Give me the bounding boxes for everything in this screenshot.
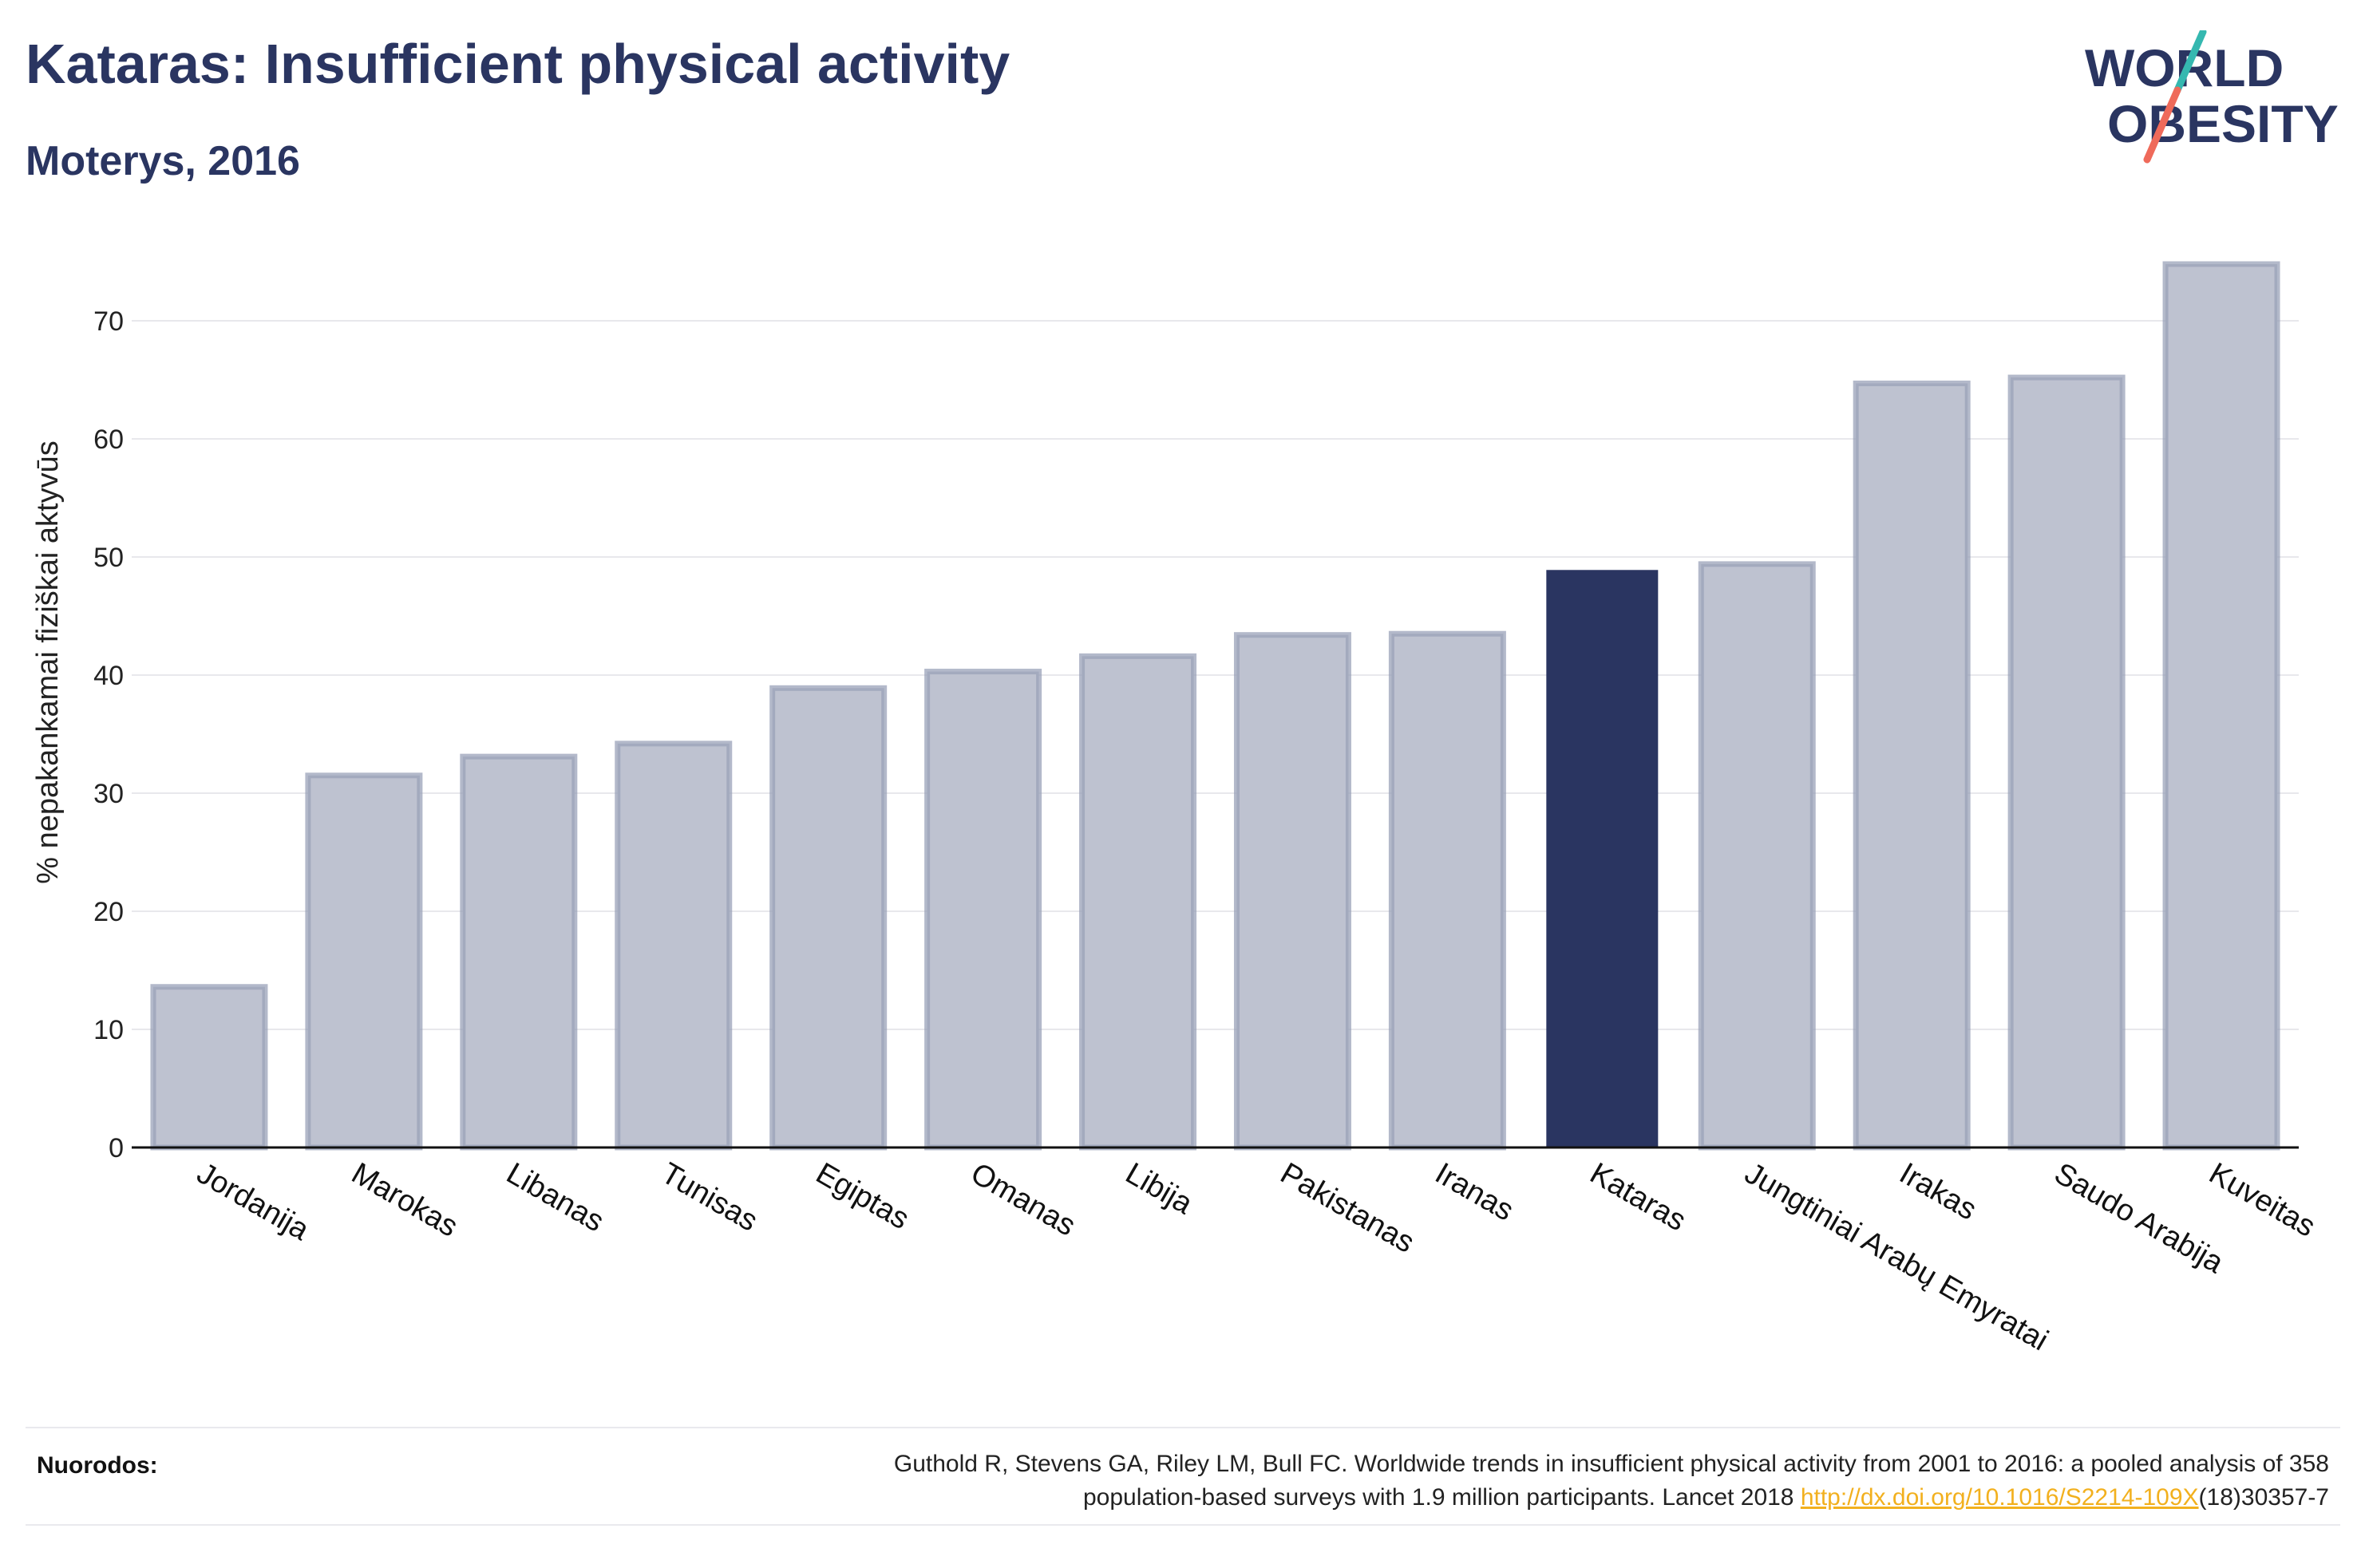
- x-tick-label: Kuveitas: [2204, 1156, 2321, 1243]
- y-tick-label: 10: [93, 1015, 124, 1045]
- x-tick-label: Tunisas: [655, 1156, 763, 1238]
- citation-line2-prefix: population-based surveys with 1.9 millio…: [1082, 1484, 1801, 1511]
- bar: [1079, 653, 1197, 1151]
- y-axis-title: % nepakankamai fiziškai aktyvūs: [31, 440, 65, 883]
- x-tick-label: Irakas: [1894, 1156, 1983, 1226]
- x-tick-label: Kataras: [1584, 1156, 1691, 1238]
- footer-divider-bottom: [26, 1524, 2340, 1526]
- bar: [1388, 630, 1506, 1151]
- citation-line2-suffix: (18)30357-7: [2198, 1484, 2329, 1511]
- footer-label: Nuorodos:: [37, 1452, 158, 1479]
- bar: [2007, 374, 2126, 1151]
- bar: [615, 741, 733, 1151]
- y-tick-label: 50: [93, 543, 124, 573]
- x-tick-label: Jordanija: [191, 1156, 314, 1247]
- bar: [305, 772, 423, 1151]
- bar: [1546, 570, 1659, 1147]
- x-tick-label: Pakistanas: [1275, 1156, 1420, 1259]
- logo-slash-bottom: [2143, 86, 2181, 164]
- page-subtitle: Moterys, 2016: [26, 138, 300, 184]
- y-tick-label: 0: [109, 1133, 124, 1163]
- logo-slash-top: [2173, 30, 2207, 94]
- bar: [1233, 632, 1351, 1151]
- x-tick-label: Egiptas: [810, 1156, 915, 1236]
- citation-line2: population-based surveys with 1.9 millio…: [493, 1481, 2329, 1515]
- x-tick-label: Iranas: [1430, 1156, 1519, 1227]
- bar: [2162, 261, 2280, 1151]
- bar: [460, 753, 578, 1151]
- logo-line2: OBESITY: [2107, 94, 2339, 153]
- x-tick-label: Libanas: [500, 1156, 609, 1238]
- y-tick-label: 70: [93, 306, 124, 337]
- bar: [1853, 380, 1971, 1151]
- bar: [924, 669, 1042, 1151]
- citation-doi-link[interactable]: http://dx.doi.org/10.1016/S2214-109X: [1800, 1484, 2199, 1511]
- footer-divider-top: [26, 1427, 2340, 1428]
- citation-line1: Guthold R, Stevens GA, Riley LM, Bull FC…: [893, 1451, 2329, 1477]
- y-tick-label: 30: [93, 779, 124, 809]
- world-obesity-logo: WORLD OBESITY: [2085, 30, 2339, 164]
- bar: [150, 984, 268, 1151]
- x-tick-label: Omanas: [965, 1156, 1081, 1242]
- x-tick-label: Saudo Arabija: [2049, 1156, 2230, 1280]
- x-tick-label: Libija: [1120, 1156, 1199, 1221]
- x-tick-label: Marokas: [346, 1156, 463, 1243]
- y-tick-label: 20: [93, 897, 124, 927]
- page-title: Kataras: Insufficient physical activity: [26, 33, 1010, 95]
- bar: [1698, 561, 1816, 1151]
- footer-citation: Guthold R, Stevens GA, Riley LM, Bull FC…: [493, 1448, 2329, 1515]
- y-tick-label: 40: [93, 661, 124, 691]
- bar-chart: 0 10 20 30 40 50 60 70 % nepakankamai fiziškai a…: [31, 261, 2321, 1357]
- bar: [769, 685, 888, 1151]
- y-tick-label: 60: [93, 425, 124, 455]
